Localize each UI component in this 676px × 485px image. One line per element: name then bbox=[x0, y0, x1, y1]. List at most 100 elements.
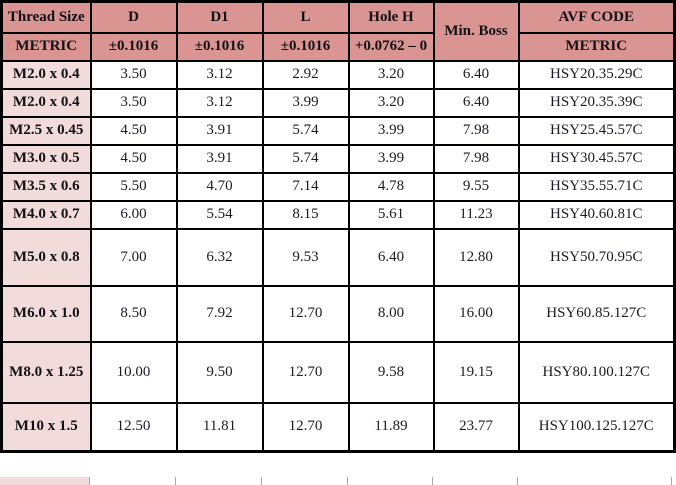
l-cell: 9.53 bbox=[261, 227, 350, 287]
d-cell: 3.50 bbox=[89, 87, 178, 118]
l-cell: 3.99 bbox=[261, 87, 350, 118]
header-row-titles: Thread Size D D1 L Hole H Min. Boss AVF … bbox=[0, 0, 676, 62]
gridline bbox=[89, 477, 90, 485]
gridline bbox=[261, 477, 262, 485]
col-header-thread-size: Thread Size bbox=[0, 0, 92, 34]
hole-h-cell: 3.20 bbox=[347, 87, 435, 118]
hole-h-cell: 3.20 bbox=[347, 59, 435, 90]
table-row: M2.0 x 0.4 3.50 3.12 3.99 3.20 6.40 HSY2… bbox=[0, 87, 676, 118]
d1-cell: 4.70 bbox=[175, 171, 264, 202]
avf-code-cell: HSY60.85.127C bbox=[517, 284, 676, 343]
gridline bbox=[347, 477, 348, 485]
hole-h-cell: 5.61 bbox=[347, 199, 435, 230]
tolerance-hole-h: +0.0762 – 0 bbox=[347, 31, 435, 62]
avf-code-cell: HSY40.60.81C bbox=[517, 199, 676, 230]
l-cell: 7.14 bbox=[261, 171, 350, 202]
subheader-metric: METRIC bbox=[0, 31, 92, 62]
d-cell: 7.00 bbox=[89, 227, 178, 287]
gridline bbox=[175, 477, 176, 485]
hole-h-cell: 3.99 bbox=[347, 115, 435, 146]
thread-size-cell: M2.5 x 0.45 bbox=[0, 115, 92, 146]
d-cell: 10.00 bbox=[89, 340, 178, 404]
min-boss-cell: 9.55 bbox=[432, 171, 520, 202]
hole-h-cell: 11.89 bbox=[347, 401, 435, 453]
table-row: M3.0 x 0.5 4.50 3.91 5.74 3.99 7.98 HSY3… bbox=[0, 143, 676, 174]
d-cell: 5.50 bbox=[89, 171, 178, 202]
min-boss-cell: 7.98 bbox=[432, 143, 520, 174]
d-cell: 4.50 bbox=[89, 143, 178, 174]
d-cell: 3.50 bbox=[89, 59, 178, 90]
min-boss-cell: 16.00 bbox=[432, 284, 520, 343]
min-boss-cell: 11.23 bbox=[432, 199, 520, 230]
thread-size-cell: M3.0 x 0.5 bbox=[0, 143, 92, 174]
d1-cell: 3.91 bbox=[175, 115, 264, 146]
d1-cell: 3.12 bbox=[175, 87, 264, 118]
l-cell: 2.92 bbox=[261, 59, 350, 90]
l-cell: 12.70 bbox=[261, 401, 350, 453]
gridline bbox=[432, 477, 433, 485]
table-row: M2.0 x 0.4 3.50 3.12 2.92 3.20 6.40 HSY2… bbox=[0, 59, 676, 90]
col-header-d1: D1 bbox=[175, 0, 264, 34]
col-header-l: L bbox=[261, 0, 350, 34]
col-header-avf-code: AVF CODE bbox=[517, 0, 676, 34]
d1-cell: 5.54 bbox=[175, 199, 264, 230]
l-cell: 5.74 bbox=[261, 143, 350, 174]
table-row: M3.5 x 0.6 5.50 4.70 7.14 4.78 9.55 HSY3… bbox=[0, 171, 676, 202]
d1-cell: 11.81 bbox=[175, 401, 264, 453]
table-row: M2.5 x 0.45 4.50 3.91 5.74 3.99 7.98 HSY… bbox=[0, 115, 676, 146]
d1-cell: 3.91 bbox=[175, 143, 264, 174]
thread-size-cell: M4.0 x 0.7 bbox=[0, 199, 92, 230]
hole-h-cell: 9.58 bbox=[347, 340, 435, 404]
gridline bbox=[517, 477, 518, 485]
d-cell: 12.50 bbox=[89, 401, 178, 453]
partial-thread-size-cell bbox=[0, 477, 89, 485]
min-boss-cell: 12.80 bbox=[432, 227, 520, 287]
thread-size-cell: M8.0 x 1.25 bbox=[0, 340, 92, 404]
col-header-hole-h: Hole H bbox=[347, 0, 435, 34]
min-boss-cell: 23.77 bbox=[432, 401, 520, 453]
thread-size-cell: M6.0 x 1.0 bbox=[0, 284, 92, 343]
thread-size-cell: M10 x 1.5 bbox=[0, 401, 92, 453]
avf-code-cell: HSY20.35.39C bbox=[517, 87, 676, 118]
avf-code-cell: HSY20.35.29C bbox=[517, 59, 676, 90]
min-boss-cell: 6.40 bbox=[432, 59, 520, 90]
tolerance-d1: ±0.1016 bbox=[175, 31, 264, 62]
avf-code-cell: HSY100.125.127C bbox=[517, 401, 676, 453]
hole-h-cell: 3.99 bbox=[347, 143, 435, 174]
l-cell: 12.70 bbox=[261, 340, 350, 404]
d-cell: 4.50 bbox=[89, 115, 178, 146]
avf-code-cell: HSY25.45.57C bbox=[517, 115, 676, 146]
avf-code-cell: HSY30.45.57C bbox=[517, 143, 676, 174]
gridline bbox=[671, 477, 672, 485]
d-cell: 8.50 bbox=[89, 284, 178, 343]
d-cell: 6.00 bbox=[89, 199, 178, 230]
tolerance-l: ±0.1016 bbox=[261, 31, 350, 62]
d1-cell: 6.32 bbox=[175, 227, 264, 287]
min-boss-cell: 6.40 bbox=[432, 87, 520, 118]
thread-size-cell: M2.0 x 0.4 bbox=[0, 59, 92, 90]
partial-next-row bbox=[0, 477, 676, 485]
l-cell: 12.70 bbox=[261, 284, 350, 343]
hole-h-cell: 8.00 bbox=[347, 284, 435, 343]
thread-size-cell: M5.0 x 0.8 bbox=[0, 227, 92, 287]
l-cell: 8.15 bbox=[261, 199, 350, 230]
col-header-d: D bbox=[89, 0, 178, 34]
hole-h-cell: 4.78 bbox=[347, 171, 435, 202]
d1-cell: 9.50 bbox=[175, 340, 264, 404]
hole-h-cell: 6.40 bbox=[347, 227, 435, 287]
table-row: M6.0 x 1.0 8.50 7.92 12.70 8.00 16.00 HS… bbox=[0, 284, 676, 343]
table-row: M8.0 x 1.25 10.00 9.50 12.70 9.58 19.15 … bbox=[0, 340, 676, 404]
avf-code-cell: HSY35.55.71C bbox=[517, 171, 676, 202]
table-row: M5.0 x 0.8 7.00 6.32 9.53 6.40 12.80 HSY… bbox=[0, 227, 676, 287]
min-boss-cell: 19.15 bbox=[432, 340, 520, 404]
min-boss-cell: 7.98 bbox=[432, 115, 520, 146]
tolerance-d: ±0.1016 bbox=[89, 31, 178, 62]
table-row: M10 x 1.5 12.50 11.81 12.70 11.89 23.77 … bbox=[0, 401, 676, 453]
table-row: M4.0 x 0.7 6.00 5.54 8.15 5.61 11.23 HSY… bbox=[0, 199, 676, 230]
d1-cell: 7.92 bbox=[175, 284, 264, 343]
thread-size-cell: M2.0 x 0.4 bbox=[0, 87, 92, 118]
avf-code-cell: HSY50.70.95C bbox=[517, 227, 676, 287]
d1-cell: 3.12 bbox=[175, 59, 264, 90]
avf-code-cell: HSY80.100.127C bbox=[517, 340, 676, 404]
